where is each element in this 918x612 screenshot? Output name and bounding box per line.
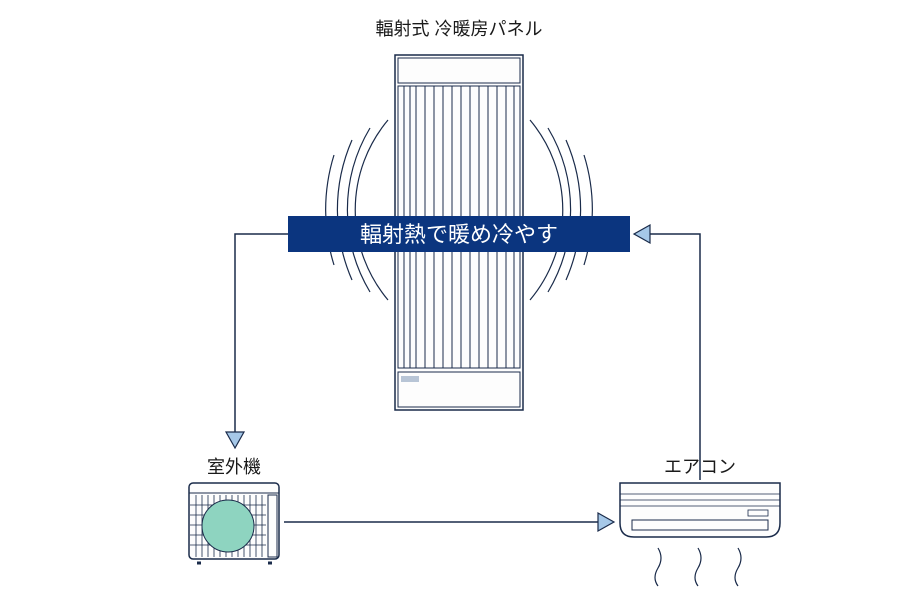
arrow-aircon-to-panel	[634, 225, 700, 480]
aircon-unit	[620, 483, 780, 586]
panel-label: 輻射式 冷暖房パネル	[375, 19, 542, 39]
outdoor-unit	[189, 483, 279, 563]
banner-text: 輻射熱で暖め冷やす	[360, 222, 558, 247]
radiation-waves-right	[530, 120, 592, 300]
arrow-panel-to-outdoor	[226, 234, 288, 448]
airflow-waves-icon	[655, 548, 741, 586]
radiant-heat-banner: 輻射熱で暖め冷やす	[288, 216, 630, 252]
radiation-waves-left	[326, 120, 388, 300]
arrow-outdoor-to-aircon	[284, 513, 614, 531]
outdoor-unit-label: 室外機	[207, 457, 261, 477]
diagram-canvas: 輻射式 冷暖房パネル 輻射熱で暖め冷やす 室外機 エアコン	[0, 0, 918, 612]
